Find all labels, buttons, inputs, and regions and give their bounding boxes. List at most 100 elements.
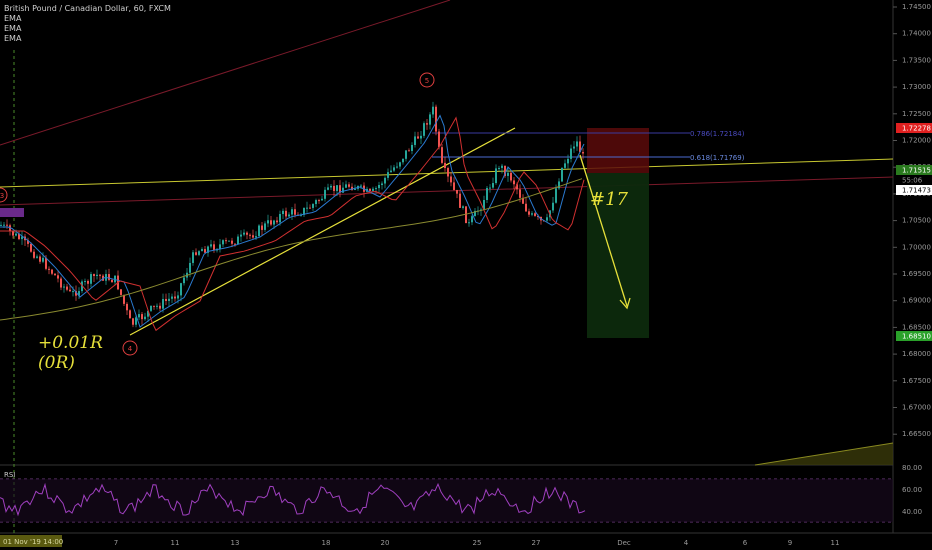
candle-body (531, 213, 533, 215)
candle-body (6, 224, 8, 226)
indicator-ema-2[interactable]: EMA (4, 24, 22, 33)
candle-body (306, 207, 308, 209)
price-tick: 1.67000 (902, 404, 931, 412)
candle-body (60, 278, 62, 288)
candle-body (465, 206, 467, 224)
candle-body (489, 187, 491, 189)
take-profit-zone (587, 173, 649, 338)
time-tick: Dec (617, 539, 631, 547)
wave-5-circle (419, 72, 435, 88)
candle-body (81, 281, 83, 292)
candle-body (36, 256, 38, 258)
candle-body (327, 187, 329, 190)
candle-body (552, 202, 554, 211)
candle-body (255, 236, 257, 238)
candle-body (189, 262, 191, 273)
candle-body (498, 167, 500, 169)
candle-body (114, 275, 116, 283)
candle-body (27, 240, 29, 244)
candle-body (183, 277, 185, 284)
candle-body (234, 243, 236, 245)
current-time-label: 01 Nov '19 14:00 (3, 538, 63, 546)
candle-body (33, 251, 35, 258)
candle-body (537, 215, 539, 217)
stop-loss-zone (587, 128, 649, 173)
price-tick: 1.69000 (902, 297, 931, 305)
time-tick: 20 (381, 539, 390, 547)
candle-body (228, 240, 230, 242)
candle-body (225, 240, 227, 242)
arrow-head-icon (619, 297, 631, 310)
candle-body (165, 299, 167, 301)
candle-body (570, 148, 572, 159)
price-tag-bg (896, 175, 932, 185)
wave-4-label: 4 (128, 345, 133, 353)
candle-body (393, 167, 395, 171)
rsi-line (0, 482, 586, 517)
candle-body (483, 199, 485, 210)
price-tick: 1.70500 (902, 217, 931, 225)
result-line-2: (0R) (38, 353, 75, 373)
horizontal-resistance-line (0, 158, 894, 188)
time-axis[interactable]: 7 11 13 18 20 25 27 Dec 4 6 9 11 (114, 539, 840, 547)
candle-body (372, 188, 374, 191)
candle-body (66, 286, 68, 290)
candle-body (156, 305, 158, 307)
candle-body (87, 280, 89, 284)
candle-body (438, 131, 440, 148)
moving-averages (0, 114, 585, 332)
wave-4-circle (122, 340, 138, 356)
candle-body (96, 274, 98, 277)
candle-body (348, 184, 350, 187)
fib-786-label: 0.786(1.72184) (690, 130, 745, 138)
candle-body (354, 188, 356, 190)
price-axis[interactable]: 1.74500 1.74000 1.73500 1.73000 1.72500 1.720… (893, 3, 931, 438)
candle-body (369, 188, 371, 191)
candle-body (3, 224, 5, 226)
candle-body (567, 158, 569, 164)
candle-body (468, 222, 470, 224)
projection-arrow (579, 154, 628, 307)
candle-body (558, 181, 560, 189)
candle-body (312, 204, 314, 208)
candle-body (30, 243, 32, 252)
candle-body (180, 283, 182, 296)
symbol-title[interactable]: British Pound / Canadian Dollar, 60, FXC… (4, 4, 171, 13)
candle-body (120, 289, 122, 295)
candle-body (390, 170, 392, 173)
trade-number: #17 (590, 189, 629, 210)
price-tag-bg (896, 123, 932, 133)
candle-body (207, 246, 209, 253)
indicator-ema-3[interactable]: EMA (4, 34, 22, 43)
candle-body (90, 274, 92, 284)
price-tag-label: 1.71473 (902, 187, 931, 195)
indicator-ema-1[interactable]: EMA (4, 14, 22, 23)
candle-body (57, 275, 59, 279)
candle-body (246, 232, 248, 235)
rsi-label: RSI (4, 471, 15, 479)
price-tag-bg (896, 165, 932, 175)
candle-body (450, 176, 452, 183)
price-tag-label: 1.72278 (902, 125, 931, 133)
ema-line (0, 114, 585, 328)
candle-body (303, 207, 305, 215)
candle-body (510, 172, 512, 181)
time-tick: 4 (684, 539, 689, 547)
candle-body (63, 286, 65, 288)
price-tag-label: 55:06 (902, 177, 923, 185)
price-tick: 1.72500 (902, 110, 931, 118)
candle-body (204, 249, 206, 253)
candle-body (564, 163, 566, 168)
candle-body (444, 162, 446, 169)
candle-body (69, 289, 71, 292)
candle-body (360, 185, 362, 187)
candle-body (426, 123, 428, 125)
candle-body (42, 257, 44, 262)
candle-body (339, 185, 341, 193)
candle-body (219, 244, 221, 250)
left-wave-label: 3 (0, 192, 4, 200)
candle-body (84, 280, 86, 282)
chart-legend: British Pound / Canadian Dollar, 60, FXC… (4, 4, 171, 44)
candle-body (396, 166, 398, 168)
